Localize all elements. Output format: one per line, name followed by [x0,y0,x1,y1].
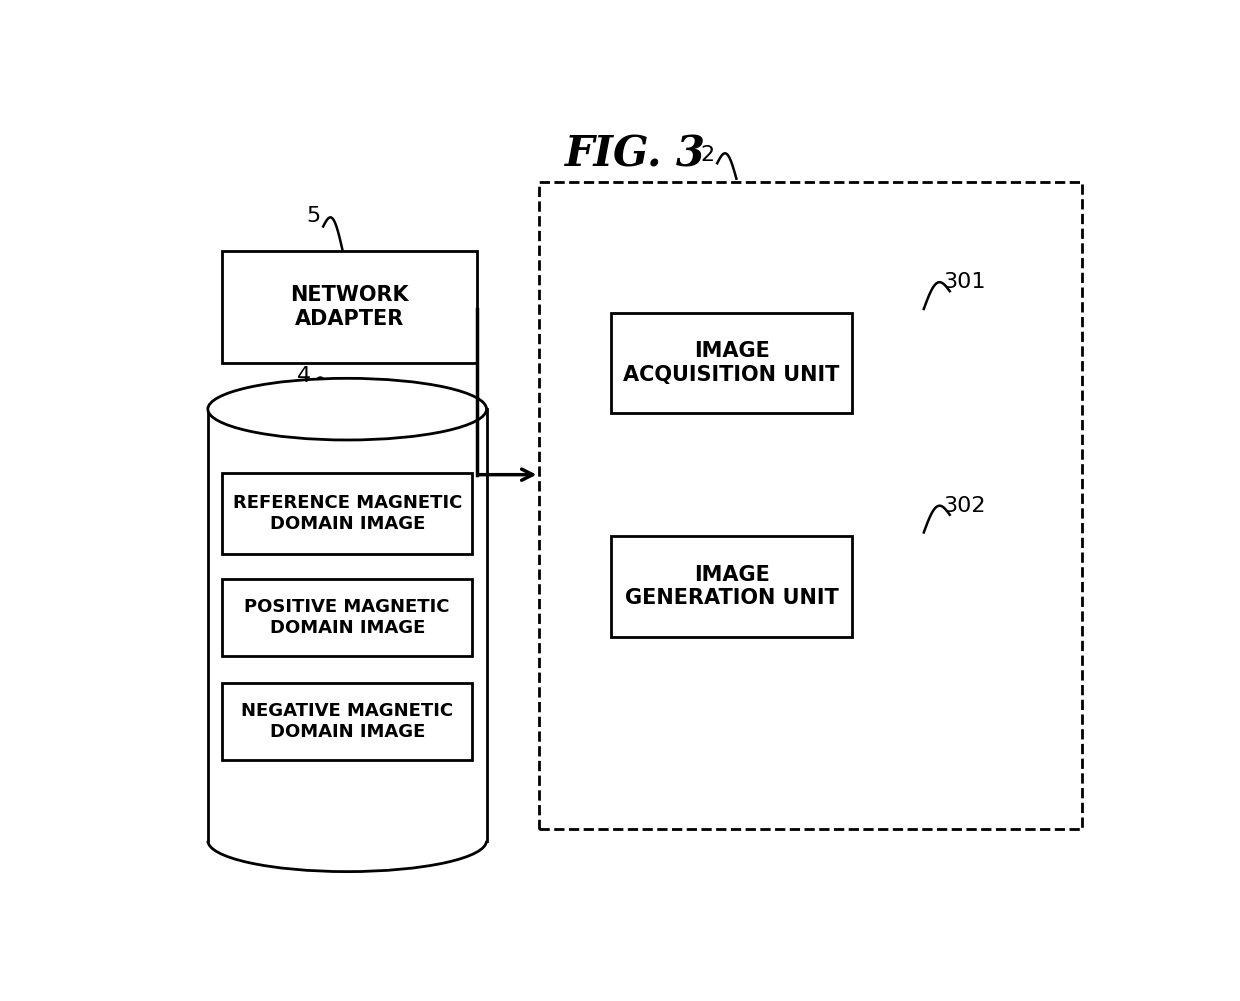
Bar [222,472,472,554]
Ellipse shape [208,378,486,440]
Bar [208,409,486,841]
Text: 2: 2 [701,145,714,165]
Bar [222,579,472,656]
Bar [611,537,852,637]
Text: IMAGE
GENERATION UNIT: IMAGE GENERATION UNIT [625,565,838,608]
Bar [539,182,1083,829]
Text: FIG. 3: FIG. 3 [565,134,706,176]
Bar [611,312,852,413]
Text: IMAGE
ACQUISITION UNIT: IMAGE ACQUISITION UNIT [624,341,839,384]
Text: 302: 302 [942,495,986,516]
Text: POSITIVE MAGNETIC
DOMAIN IMAGE: POSITIVE MAGNETIC DOMAIN IMAGE [244,598,450,637]
Bar [222,251,477,363]
Text: 301: 301 [942,272,986,292]
Bar [222,683,472,760]
Text: NEGATIVE MAGNETIC
DOMAIN IMAGE: NEGATIVE MAGNETIC DOMAIN IMAGE [241,702,454,741]
Text: 4: 4 [296,366,311,386]
Text: NETWORK
ADAPTER: NETWORK ADAPTER [290,285,409,328]
Text: 5: 5 [306,206,321,226]
Text: REFERENCE MAGNETIC
DOMAIN IMAGE: REFERENCE MAGNETIC DOMAIN IMAGE [233,493,461,533]
